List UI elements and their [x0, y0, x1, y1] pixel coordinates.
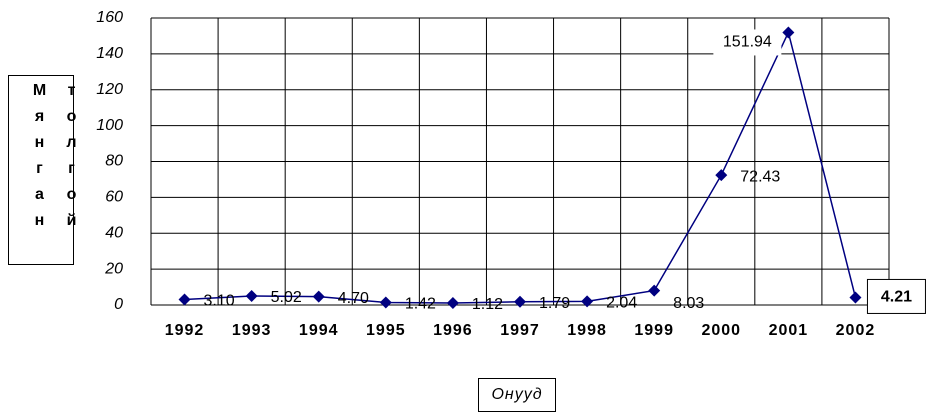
x-tick-label: 1996 [433, 322, 473, 339]
y-tick-label: 60 [105, 189, 123, 206]
x-tick-label: 1993 [232, 322, 272, 339]
y-tick-label: 120 [96, 81, 123, 98]
marker [648, 284, 661, 297]
marker [446, 296, 459, 309]
data-label: 1.42 [405, 296, 436, 313]
y-tick-label: 160 [96, 9, 123, 26]
data-label: 4.21 [881, 289, 912, 306]
data-label: 5.02 [271, 289, 302, 306]
x-axis-label: Онууд [478, 378, 556, 412]
x-tick-label: 2001 [769, 322, 809, 339]
y-tick-label: 80 [105, 153, 123, 170]
y-tick-label: 0 [114, 296, 123, 313]
label-box [866, 278, 926, 314]
x-tick-label: 1999 [634, 322, 674, 339]
x-tick-label: 2002 [836, 322, 876, 339]
y-tick-label: 40 [105, 224, 123, 241]
data-label: 3.10 [204, 293, 235, 310]
data-label: 1.12 [472, 296, 503, 313]
data-label: 2.04 [606, 295, 637, 312]
data-label: 151.94 [723, 34, 772, 51]
data-label: 8.03 [673, 295, 704, 312]
marker [312, 290, 325, 303]
y-tick-label: 20 [104, 260, 123, 277]
data-label: 1.79 [539, 295, 570, 312]
x-tick-label: 1992 [165, 322, 205, 339]
marker [782, 26, 795, 39]
y-tick-label: 100 [96, 117, 123, 134]
y-tick-label: 140 [96, 45, 123, 62]
marker [178, 293, 191, 306]
x-tick-label: 2000 [701, 322, 741, 339]
y-axis-label: Мянган толгой [31, 82, 80, 238]
marker [245, 289, 258, 302]
x-tick-label: 1995 [366, 322, 406, 339]
marker [715, 169, 728, 182]
marker [581, 295, 594, 308]
data-label: 72.43 [740, 168, 780, 185]
marker [379, 296, 392, 309]
data-label: 4.70 [338, 290, 369, 307]
label-box [713, 29, 782, 56]
x-tick-label: 1998 [567, 322, 607, 339]
marker [514, 295, 526, 308]
x-tick-label: 1997 [500, 322, 540, 339]
y-axis-label-box: Мянган толгой [8, 75, 80, 265]
marker [849, 291, 862, 304]
x-tick-label: 1994 [299, 322, 339, 339]
